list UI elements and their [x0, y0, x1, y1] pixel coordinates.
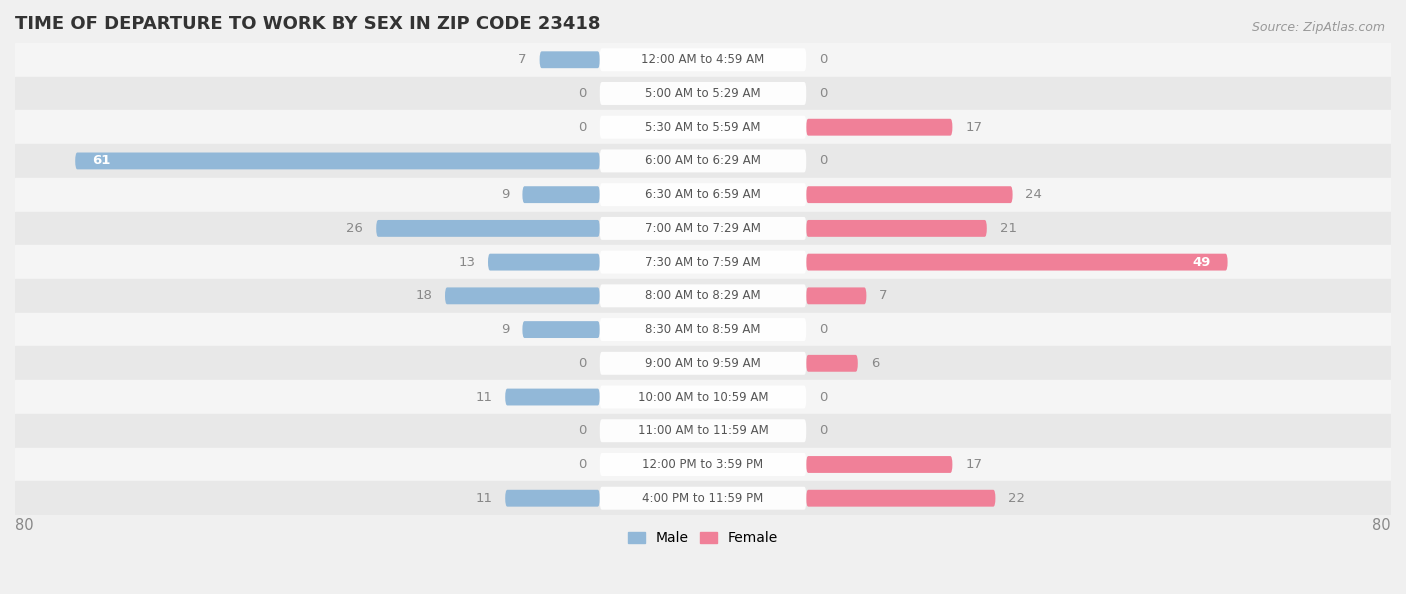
FancyBboxPatch shape: [600, 386, 806, 409]
FancyBboxPatch shape: [488, 254, 600, 270]
FancyBboxPatch shape: [806, 119, 952, 135]
Text: TIME OF DEPARTURE TO WORK BY SEX IN ZIP CODE 23418: TIME OF DEPARTURE TO WORK BY SEX IN ZIP …: [15, 15, 600, 33]
Text: 6:00 AM to 6:29 AM: 6:00 AM to 6:29 AM: [645, 154, 761, 168]
Text: 11: 11: [475, 390, 492, 403]
FancyBboxPatch shape: [523, 321, 600, 338]
Bar: [15, 211, 1391, 245]
Text: 18: 18: [415, 289, 432, 302]
Text: 0: 0: [578, 357, 586, 370]
Text: 24: 24: [1025, 188, 1042, 201]
FancyBboxPatch shape: [600, 419, 806, 442]
Text: Source: ZipAtlas.com: Source: ZipAtlas.com: [1251, 21, 1385, 34]
Text: 7:00 AM to 7:29 AM: 7:00 AM to 7:29 AM: [645, 222, 761, 235]
FancyBboxPatch shape: [806, 254, 1227, 270]
Text: 0: 0: [578, 121, 586, 134]
Text: 7: 7: [519, 53, 527, 67]
FancyBboxPatch shape: [600, 352, 806, 375]
Text: 7:30 AM to 7:59 AM: 7:30 AM to 7:59 AM: [645, 255, 761, 268]
Text: 80: 80: [15, 519, 34, 533]
FancyBboxPatch shape: [600, 150, 806, 172]
Bar: [15, 481, 1391, 515]
FancyBboxPatch shape: [600, 453, 806, 476]
FancyBboxPatch shape: [600, 285, 806, 307]
Text: 0: 0: [578, 458, 586, 471]
FancyBboxPatch shape: [806, 187, 1012, 203]
FancyBboxPatch shape: [600, 183, 806, 206]
Text: 4:00 PM to 11:59 PM: 4:00 PM to 11:59 PM: [643, 492, 763, 505]
FancyBboxPatch shape: [75, 153, 600, 169]
FancyBboxPatch shape: [806, 490, 995, 507]
Bar: [15, 144, 1391, 178]
Text: 0: 0: [578, 424, 586, 437]
Text: 9:00 AM to 9:59 AM: 9:00 AM to 9:59 AM: [645, 357, 761, 370]
Text: 26: 26: [346, 222, 363, 235]
FancyBboxPatch shape: [505, 388, 600, 406]
FancyBboxPatch shape: [505, 490, 600, 507]
FancyBboxPatch shape: [600, 217, 806, 240]
FancyBboxPatch shape: [806, 287, 866, 304]
FancyBboxPatch shape: [600, 251, 806, 274]
Text: 12:00 PM to 3:59 PM: 12:00 PM to 3:59 PM: [643, 458, 763, 471]
Text: 0: 0: [820, 87, 828, 100]
FancyBboxPatch shape: [600, 318, 806, 341]
Text: 22: 22: [1008, 492, 1025, 505]
Text: 6: 6: [870, 357, 879, 370]
Text: 0: 0: [578, 87, 586, 100]
Bar: [15, 178, 1391, 211]
Text: 49: 49: [1192, 255, 1211, 268]
FancyBboxPatch shape: [600, 486, 806, 510]
Bar: [15, 448, 1391, 481]
Text: 7: 7: [879, 289, 887, 302]
Text: 17: 17: [966, 121, 983, 134]
FancyBboxPatch shape: [600, 82, 806, 105]
Bar: [15, 77, 1391, 110]
FancyBboxPatch shape: [540, 51, 600, 68]
Text: 12:00 AM to 4:59 AM: 12:00 AM to 4:59 AM: [641, 53, 765, 67]
Text: 9: 9: [501, 323, 509, 336]
Text: 5:00 AM to 5:29 AM: 5:00 AM to 5:29 AM: [645, 87, 761, 100]
Text: 10:00 AM to 10:59 AM: 10:00 AM to 10:59 AM: [638, 390, 768, 403]
Bar: [15, 279, 1391, 312]
FancyBboxPatch shape: [523, 187, 600, 203]
Text: 8:30 AM to 8:59 AM: 8:30 AM to 8:59 AM: [645, 323, 761, 336]
Text: 11: 11: [475, 492, 492, 505]
Legend: Male, Female: Male, Female: [623, 526, 783, 551]
Text: 0: 0: [820, 53, 828, 67]
Text: 0: 0: [820, 323, 828, 336]
Bar: [15, 346, 1391, 380]
Bar: [15, 414, 1391, 448]
Text: 21: 21: [1000, 222, 1017, 235]
Text: 5:30 AM to 5:59 AM: 5:30 AM to 5:59 AM: [645, 121, 761, 134]
Bar: [15, 245, 1391, 279]
Bar: [15, 110, 1391, 144]
Bar: [15, 43, 1391, 77]
Text: 11:00 AM to 11:59 AM: 11:00 AM to 11:59 AM: [638, 424, 768, 437]
FancyBboxPatch shape: [806, 220, 987, 237]
Text: 0: 0: [820, 154, 828, 168]
Text: 80: 80: [1372, 519, 1391, 533]
Text: 61: 61: [93, 154, 111, 168]
Text: 17: 17: [966, 458, 983, 471]
Text: 13: 13: [458, 255, 475, 268]
Bar: [15, 380, 1391, 414]
Text: 0: 0: [820, 424, 828, 437]
Text: 8:00 AM to 8:29 AM: 8:00 AM to 8:29 AM: [645, 289, 761, 302]
Bar: [15, 312, 1391, 346]
FancyBboxPatch shape: [446, 287, 600, 304]
FancyBboxPatch shape: [377, 220, 600, 237]
FancyBboxPatch shape: [806, 355, 858, 372]
FancyBboxPatch shape: [806, 456, 952, 473]
FancyBboxPatch shape: [600, 116, 806, 138]
Text: 6:30 AM to 6:59 AM: 6:30 AM to 6:59 AM: [645, 188, 761, 201]
FancyBboxPatch shape: [600, 48, 806, 71]
Text: 9: 9: [501, 188, 509, 201]
Text: 0: 0: [820, 390, 828, 403]
